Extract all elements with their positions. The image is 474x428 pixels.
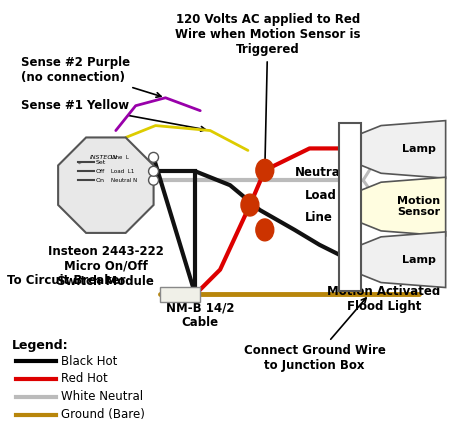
Text: Line: Line [305,211,332,224]
FancyBboxPatch shape [339,122,361,291]
Text: Lamp: Lamp [402,255,436,265]
Text: Set: Set [96,160,106,165]
Polygon shape [361,232,446,288]
Text: White Neutral: White Neutral [61,390,143,403]
Text: Off: Off [96,169,105,174]
Ellipse shape [241,194,259,216]
FancyBboxPatch shape [161,286,200,303]
Text: Motion
Sensor: Motion Sensor [397,196,440,217]
Ellipse shape [256,159,274,181]
Text: INSTEON: INSTEON [90,155,118,160]
Polygon shape [361,177,446,236]
Text: Black Hot: Black Hot [61,354,118,368]
Circle shape [148,152,158,162]
Text: Insteon 2443-222
Micro On/Off
Switch Module: Insteon 2443-222 Micro On/Off Switch Mod… [48,245,164,288]
Text: Lamp: Lamp [402,144,436,155]
Text: Sense #1 Yellow: Sense #1 Yellow [21,99,206,131]
Ellipse shape [256,219,274,241]
Polygon shape [58,137,154,233]
Circle shape [148,175,158,185]
Text: Load: Load [305,189,337,202]
Text: Neutral N: Neutral N [111,178,137,183]
Text: Ground (Bare): Ground (Bare) [61,408,145,421]
Text: NM-B 14/2
Cable: NM-B 14/2 Cable [166,301,235,330]
Text: To Circuit Breaker: To Circuit Breaker [7,273,125,286]
Text: Neutral: Neutral [295,166,345,179]
Text: Motion Activated
Flood Light: Motion Activated Flood Light [328,285,441,312]
Circle shape [148,166,158,176]
Text: Legend:: Legend: [11,339,68,352]
Text: On: On [96,178,105,183]
Text: Sense #2 Purple
(no connection): Sense #2 Purple (no connection) [21,56,161,97]
Text: 120 Volts AC applied to Red
Wire when Motion Sensor is
Triggered: 120 Volts AC applied to Red Wire when Mo… [175,13,361,166]
Text: Load  L1: Load L1 [111,169,134,174]
Text: Line  L: Line L [111,155,129,160]
Text: Connect Ground Wire
to Junction Box: Connect Ground Wire to Junction Box [244,298,385,372]
Polygon shape [361,121,446,178]
Text: *: * [78,160,82,166]
Text: Red Hot: Red Hot [61,372,108,386]
